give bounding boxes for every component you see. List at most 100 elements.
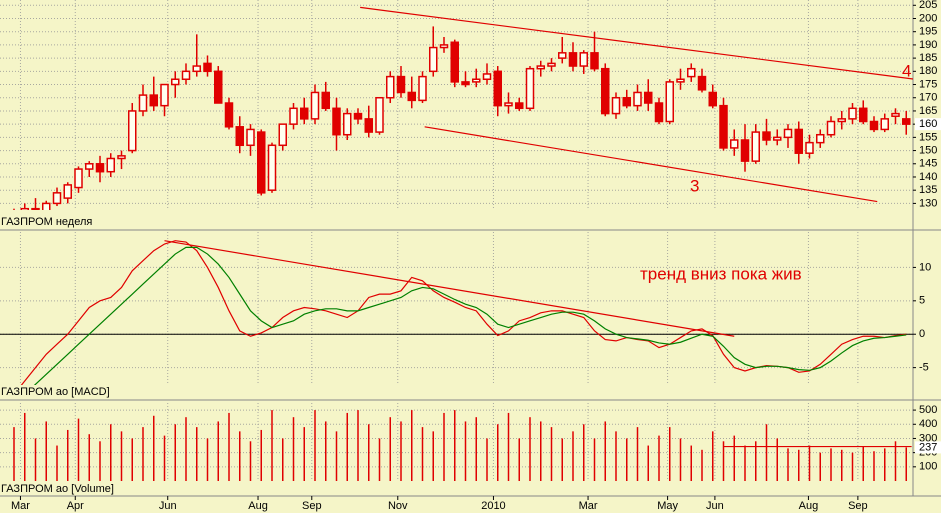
candle-body: [730, 139, 739, 149]
y-tick-label: 0: [919, 328, 925, 340]
candle-body: [493, 70, 502, 107]
candle-body: [633, 91, 642, 107]
candle-body: [504, 102, 513, 107]
candle-body: [257, 131, 266, 194]
candle-body: [321, 91, 330, 110]
candle-body: [214, 70, 223, 104]
candle-body: [310, 91, 320, 120]
candle-body: [343, 112, 352, 136]
candle-body: [654, 102, 664, 123]
candle-body: [364, 118, 373, 133]
candle-body: [816, 133, 825, 144]
trend-line: [424, 126, 878, 203]
candle-body: [665, 81, 674, 123]
last-value-box: [915, 118, 941, 131]
candle-body: [85, 163, 94, 170]
candle-body: [762, 131, 771, 141]
pane-title: ГАЗПРОМ ао [MACD]: [1, 386, 110, 398]
candle-body: [482, 73, 492, 80]
candle-body: [740, 139, 750, 162]
last-value-label: 160: [919, 118, 937, 130]
candle-body: [547, 62, 556, 67]
candle-body: [386, 75, 395, 99]
pane-title: ГАЗПРОМ ао [Volume]: [1, 483, 114, 495]
pane: [0, 0, 913, 210]
candle-body: [52, 192, 62, 205]
candle-body: [439, 44, 449, 49]
candle-body: [117, 155, 126, 160]
candle-body: [149, 94, 158, 107]
x-tick-label: 2010: [481, 500, 505, 512]
candle-body: [128, 110, 137, 152]
pane: [0, 403, 913, 481]
candle-body: [63, 184, 72, 199]
last-value-box: [915, 441, 941, 454]
candle-body: [558, 52, 567, 59]
candle-body: [902, 118, 911, 125]
y-tick-label: 185: [919, 52, 937, 64]
candle-body: [106, 157, 115, 173]
annotation: тренд вниз пока жив: [640, 264, 802, 283]
candle-body: [396, 75, 406, 94]
candle-body: [192, 65, 201, 73]
annotation: 4: [902, 61, 911, 80]
y-tick-label: 140: [919, 171, 937, 183]
candle-body: [697, 75, 707, 91]
candle-body: [74, 168, 83, 189]
x-tick-label: Sep: [302, 500, 322, 512]
candle-body: [267, 144, 277, 191]
candle-body: [676, 78, 685, 83]
candle-body: [429, 46, 438, 73]
candle-body: [773, 136, 782, 141]
trend-line: [360, 6, 913, 80]
x-tick-label: Nov: [388, 500, 408, 512]
y-tick-label: 170: [919, 92, 937, 104]
candle-body: [719, 104, 728, 149]
candle-body: [278, 123, 287, 147]
candle-body: [837, 118, 846, 123]
candle-body: [891, 112, 900, 117]
candle-body: [407, 91, 416, 102]
candle-body: [461, 81, 470, 86]
candle-body: [590, 52, 599, 70]
candle-body: [181, 70, 191, 80]
y-tick-label: 135: [919, 184, 937, 196]
candle-body: [794, 128, 803, 154]
candle-body: [224, 102, 234, 128]
y-tick-label: 165: [919, 105, 937, 117]
candle-body: [644, 91, 653, 104]
candle-body: [300, 107, 309, 120]
candle-body: [687, 67, 696, 78]
y-tick-label: 155: [919, 131, 937, 143]
last-value-label: 237: [919, 441, 937, 453]
candle-body: [826, 120, 836, 136]
candle-body: [515, 102, 524, 110]
candle-body: [418, 75, 427, 102]
y-tick-label: 5: [919, 295, 925, 307]
x-tick-label: Sep: [848, 500, 868, 512]
candle-body: [880, 118, 889, 131]
candle-body: [525, 67, 535, 110]
y-tick-label: 300: [919, 432, 937, 444]
y-tick-label: 175: [919, 78, 937, 90]
pane-title: ГАЗПРОМ неделя: [1, 216, 92, 228]
candle-body: [859, 107, 868, 123]
candle-body: [171, 78, 180, 86]
x-tick-label: Apr: [67, 500, 84, 512]
x-tick-label: Mar: [11, 500, 30, 512]
x-tick-label: Aug: [799, 500, 819, 512]
x-tick-label: Jun: [159, 500, 177, 512]
candle-body: [95, 163, 105, 173]
y-tick-label: 195: [919, 26, 937, 38]
candle-body: [31, 207, 40, 210]
candle-body: [472, 78, 481, 83]
y-tick-label: 10: [919, 261, 931, 273]
x-tick-label: Jun: [706, 500, 724, 512]
candle-body: [783, 128, 793, 139]
candle-body: [203, 62, 212, 73]
candle-body: [536, 65, 545, 70]
candle-body: [246, 128, 255, 147]
y-tick-label: 190: [919, 39, 937, 51]
candle-body: [579, 52, 588, 67]
